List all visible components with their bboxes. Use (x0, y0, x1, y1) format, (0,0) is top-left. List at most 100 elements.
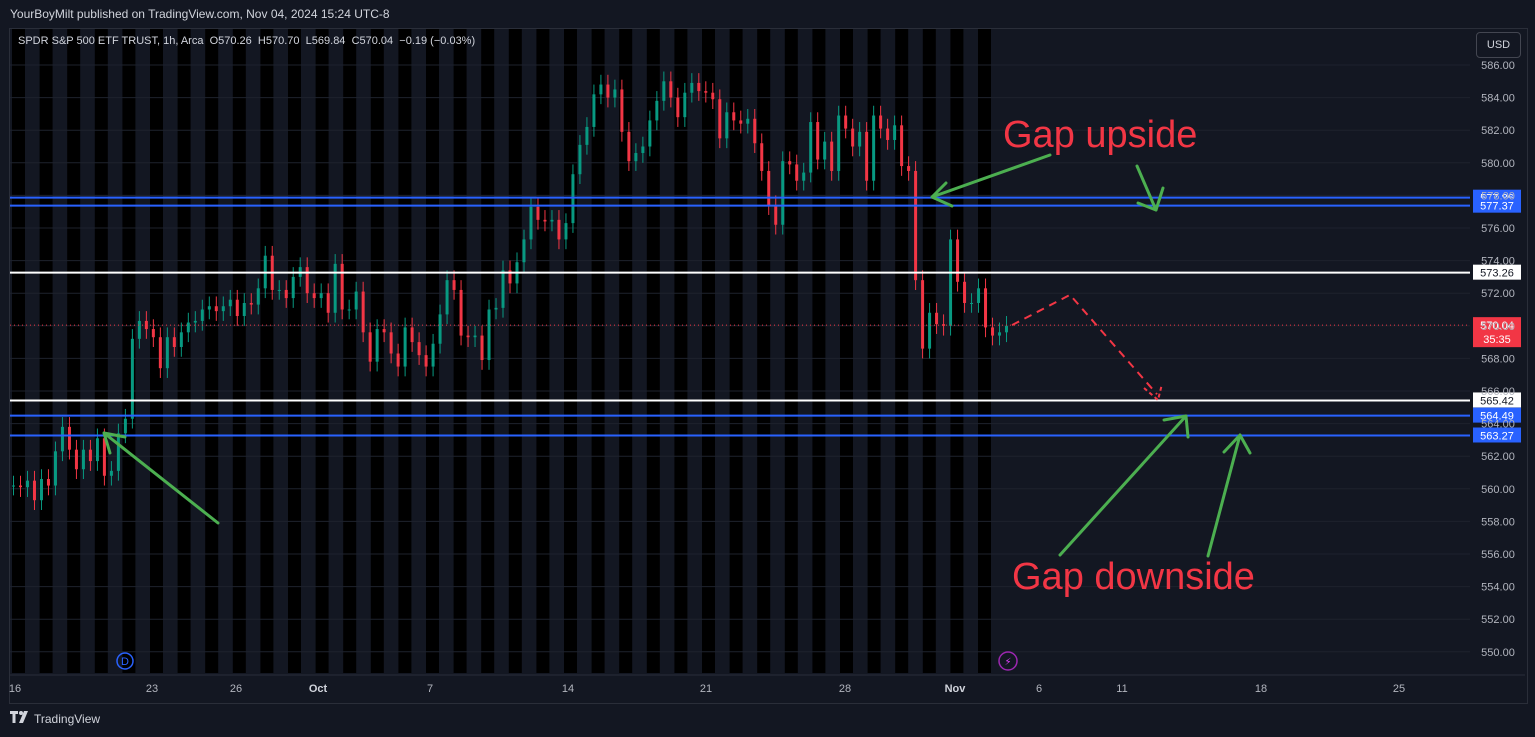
level-badge-label: 565.42 (1480, 395, 1514, 407)
price-tick-label: 560.00 (1481, 484, 1515, 496)
candle (529, 206, 533, 240)
candle (991, 327, 995, 336)
candle (592, 94, 596, 127)
candle (60, 426, 64, 452)
candle (81, 449, 85, 470)
price-tick-label: 554.00 (1481, 582, 1515, 594)
candle (865, 131, 869, 181)
price-tick-label: 556.00 (1481, 549, 1515, 561)
candle (242, 302, 246, 317)
price-axis: 577.86577.37573.26565.42564.49563.27570.… (1473, 189, 1521, 443)
candle (795, 164, 799, 181)
candle (774, 205, 778, 225)
candle (809, 122, 813, 173)
candle (137, 320, 141, 339)
session-band (646, 29, 660, 673)
candle (662, 81, 666, 101)
candle (473, 335, 477, 338)
level-badge (1473, 427, 1521, 443)
price-tick-label: 584.00 (1481, 93, 1515, 105)
candle (193, 320, 197, 323)
session-band (950, 29, 964, 673)
last-price-label: 570.04 (1480, 320, 1514, 332)
time-tick-label: 14 (562, 683, 574, 695)
candle (340, 263, 344, 310)
candle (18, 485, 22, 488)
candle (284, 289, 288, 299)
price-tick-label: 564.00 (1481, 419, 1515, 431)
candle (802, 172, 806, 181)
candle (844, 115, 848, 129)
session-band (619, 29, 633, 673)
candle (613, 89, 617, 98)
candle (207, 306, 211, 310)
candle (697, 82, 701, 92)
session-band (260, 29, 274, 673)
tradingview-logo-icon (10, 711, 30, 726)
currency-button[interactable]: USD (1476, 32, 1521, 58)
candle (669, 81, 673, 98)
projection-path (1011, 293, 1158, 395)
candle (788, 161, 792, 165)
candle (46, 479, 50, 486)
candle (347, 309, 351, 311)
candle (123, 418, 127, 434)
flash-icon[interactable]: ⚡ (998, 651, 1018, 671)
tradingview-brand: TradingView (34, 711, 101, 726)
candle (501, 270, 505, 308)
candle (620, 89, 624, 132)
session-band (508, 29, 522, 673)
candle (557, 219, 561, 240)
projection-arrowhead (1143, 383, 1163, 402)
open-label: O (209, 35, 219, 47)
session-band (867, 29, 881, 673)
symbol-title[interactable]: SPDR S&P 500 ETF TRUST, 1h, Arca (18, 35, 204, 47)
arrow-gap-downside-2 (1206, 433, 1252, 558)
candle (277, 289, 281, 291)
candle (704, 91, 708, 93)
candle (130, 338, 134, 419)
candle (354, 291, 358, 310)
candle (459, 289, 463, 336)
candle (963, 281, 967, 303)
candle (228, 299, 232, 307)
session-band (177, 29, 191, 673)
candle (186, 322, 190, 333)
candle (382, 329, 386, 333)
candle (1005, 325, 1009, 333)
candle (550, 219, 554, 222)
price-tick-label: 550.00 (1481, 647, 1515, 659)
candle (480, 335, 484, 361)
price-axis-labels: 586.00 584.00 582.00 580.00 578.00 576.00 574.… (1481, 60, 1515, 659)
candle (445, 280, 449, 315)
tradingview-logo[interactable]: TradingView (10, 711, 100, 726)
dividend-marker[interactable]: D (116, 652, 134, 670)
session-band (591, 29, 605, 673)
price-tick-label: 566.00 (1481, 386, 1515, 398)
candle (648, 120, 652, 147)
session-band (702, 29, 715, 673)
candle (165, 337, 169, 369)
candle (424, 355, 428, 367)
price-tick-label: 562.00 (1481, 451, 1515, 463)
level-badge (1473, 407, 1521, 423)
publish-header: YourBoyMilt published on TradingView.com… (0, 0, 1535, 28)
candle (88, 449, 92, 462)
candle (32, 480, 36, 501)
time-axis: 16 23 26 Oct 7 14 21 28 Nov 6 11 18 25 (9, 674, 1525, 695)
level-lines (10, 196, 1470, 437)
candle (200, 309, 204, 321)
time-tick-label: 16 (9, 683, 21, 695)
price-tick-label: 576.00 (1481, 223, 1515, 235)
candle (172, 337, 176, 347)
level-badge (1473, 197, 1521, 213)
price-tick-label: 574.00 (1481, 256, 1515, 268)
time-tick-label: 11 (1116, 683, 1127, 695)
candle (305, 267, 309, 294)
close-value: 570.04 (359, 35, 394, 47)
session-band (895, 29, 909, 673)
candle (585, 126, 589, 145)
arrow-left (102, 431, 220, 525)
candle (179, 332, 183, 347)
